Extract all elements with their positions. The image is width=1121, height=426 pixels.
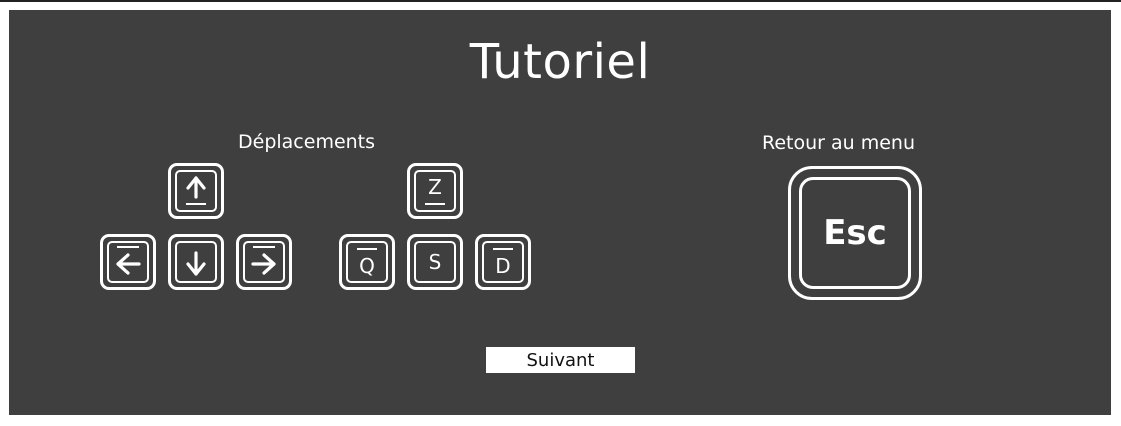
right-arrow-icon bbox=[243, 241, 285, 283]
esc-key-label: Esc bbox=[823, 213, 887, 253]
q-key: Q bbox=[339, 234, 395, 290]
movement-label: Déplacements bbox=[238, 131, 376, 153]
frame-top-border bbox=[0, 0, 1121, 2]
tutorial-panel: Tutoriel Déplacements bbox=[9, 10, 1111, 415]
up-arrow-key bbox=[168, 163, 224, 219]
left-arrow-key bbox=[100, 234, 156, 290]
menu-label: Retour au menu bbox=[762, 132, 916, 154]
z-underline bbox=[425, 203, 445, 205]
d-key: D bbox=[475, 234, 531, 290]
z-key-label: Z bbox=[428, 175, 442, 199]
down-arrow-icon bbox=[175, 241, 217, 283]
d-overline bbox=[493, 247, 513, 250]
s-key-label: S bbox=[428, 250, 442, 274]
right-arrow-key bbox=[236, 234, 292, 290]
esc-key: Esc bbox=[788, 166, 922, 300]
next-button[interactable]: Suivant bbox=[486, 347, 635, 373]
q-overline bbox=[357, 247, 377, 250]
left-arrow-icon bbox=[107, 241, 149, 283]
z-key: Z bbox=[407, 163, 463, 219]
up-arrow-icon bbox=[175, 170, 217, 212]
d-key-label: D bbox=[495, 253, 511, 278]
page-title: Tutoriel bbox=[469, 34, 651, 90]
q-key-label: Q bbox=[359, 253, 375, 278]
s-key: S bbox=[407, 234, 463, 290]
down-arrow-key bbox=[168, 234, 224, 290]
